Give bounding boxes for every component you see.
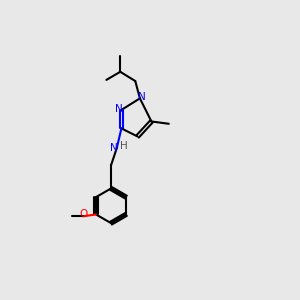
Text: H: H	[120, 141, 128, 151]
Text: O: O	[79, 209, 87, 219]
Text: N: N	[115, 104, 122, 114]
Text: N: N	[138, 92, 146, 102]
Text: N: N	[110, 142, 118, 153]
